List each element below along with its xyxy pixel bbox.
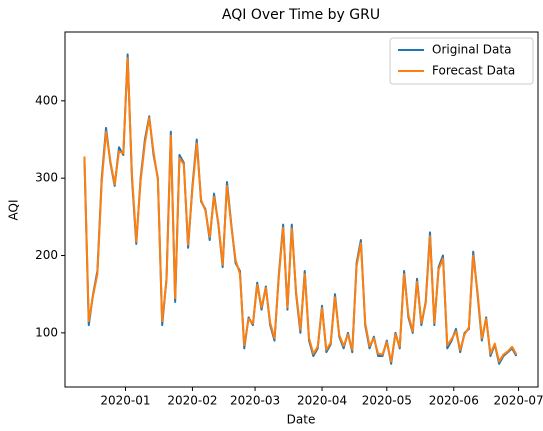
y-tick-label: 200 — [35, 248, 58, 262]
legend-label: Forecast Data — [432, 64, 515, 78]
x-tick-label: 2020-02 — [167, 394, 217, 408]
y-tick-label: 400 — [35, 93, 58, 107]
y-tick-label: 300 — [35, 171, 58, 185]
y-axis-label: AQI — [7, 200, 21, 221]
chart-title: AQI Over Time by GRU — [222, 7, 380, 23]
legend-label: Original Data — [432, 43, 511, 57]
x-tick-label: 2020-06 — [429, 394, 479, 408]
legend-box — [389, 37, 534, 85]
data-line — [83, 57, 518, 363]
x-tick-label: 2020-05 — [362, 394, 412, 408]
x-tick-label: 2020-04 — [297, 394, 347, 408]
x-tick-label: 2020-07 — [493, 394, 543, 408]
plot-frame — [64, 31, 539, 388]
x-tick-label: 2020-01 — [100, 394, 150, 408]
x-tick-label: 2020-03 — [230, 394, 280, 408]
y-tick-label: 100 — [35, 325, 58, 339]
x-axis-label: Date — [287, 413, 316, 427]
